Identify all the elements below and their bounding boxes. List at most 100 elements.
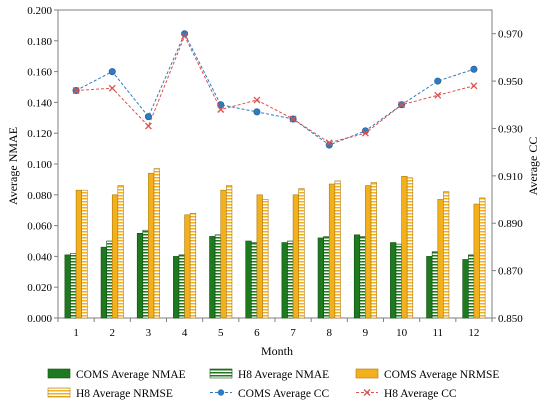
- y-tick-label: 0.160: [27, 67, 52, 79]
- x-tick-label: 9: [363, 327, 369, 339]
- bar: [468, 254, 475, 319]
- line-point: [217, 101, 225, 109]
- marker-stroke: [325, 139, 333, 147]
- line-point: [470, 65, 478, 73]
- marker-stroke: [434, 91, 442, 99]
- y-tick-label: 0.000: [27, 313, 52, 325]
- bar: [462, 259, 469, 319]
- line-point: [470, 82, 478, 90]
- bar: [178, 254, 185, 319]
- marker-stroke: [108, 84, 116, 92]
- bar: [473, 203, 480, 319]
- line-point: [253, 96, 261, 104]
- bar: [148, 172, 155, 319]
- y-axis-title: Average NMAE: [6, 127, 20, 205]
- x-tick-label: 7: [290, 327, 296, 339]
- marker-stroke: [289, 115, 297, 123]
- x-tick-label: 10: [396, 327, 408, 339]
- marker-stroke: [470, 82, 478, 90]
- y2-tick-label: 0.950: [498, 76, 523, 88]
- y-tick-label: 0.120: [27, 128, 52, 140]
- line-point: [434, 91, 442, 99]
- y-tick-label: 0.180: [27, 36, 52, 48]
- legend-swatch: [47, 368, 71, 379]
- legend-label: COMS Average NMAE: [76, 369, 186, 381]
- y-tick-label: 0.040: [27, 251, 52, 263]
- bar: [323, 236, 330, 319]
- y2-tick-label: 0.870: [498, 266, 523, 278]
- bar: [370, 182, 377, 319]
- bar: [117, 185, 124, 319]
- x-tick-label: 8: [327, 327, 333, 339]
- marker-stroke: [398, 101, 406, 109]
- bar: [479, 197, 486, 319]
- bar: [111, 194, 119, 319]
- line-point: [253, 108, 261, 116]
- x-axis-title: Month: [261, 344, 293, 358]
- bar: [251, 242, 258, 319]
- bar: [256, 194, 263, 319]
- y-tick-label: 0.100: [27, 159, 52, 171]
- bar: [292, 194, 299, 319]
- bar: [81, 189, 88, 319]
- bar: [426, 256, 433, 319]
- marker-stroke: [72, 87, 80, 95]
- x-tick-label: 6: [254, 327, 260, 339]
- line-point: [144, 122, 152, 130]
- line-point: [217, 106, 225, 113]
- bar: [142, 229, 149, 319]
- legend-swatch: [47, 387, 71, 398]
- legend-label: COMS Average NRMSE: [384, 369, 499, 381]
- bar: [64, 254, 71, 319]
- x-tick-label: 11: [432, 327, 443, 339]
- x-tick-label: 1: [73, 327, 79, 339]
- plot-area: 0.000 0.020 0.040 0.060 0.080 0.100 0.120 0.140…: [27, 5, 523, 339]
- x-tick-label: 4: [182, 327, 188, 339]
- legend-label: H8 Average NMAE: [238, 369, 329, 381]
- line-point: [398, 101, 406, 109]
- legend-label: H8 Average NRMSE: [76, 388, 173, 400]
- y2-axis-title: Average CC: [526, 137, 540, 196]
- line-point: [72, 87, 80, 95]
- bar: [245, 240, 252, 319]
- x-tick-label: 12: [468, 327, 479, 339]
- legend-marker: [217, 389, 225, 396]
- legend-swatch: [355, 368, 379, 379]
- bar: [298, 188, 305, 319]
- line-point: [108, 68, 116, 76]
- bar: [334, 180, 341, 319]
- bar: [359, 236, 366, 319]
- line-point: [289, 115, 297, 123]
- bar: [100, 246, 107, 319]
- x-tick-label: 2: [110, 327, 116, 339]
- bar: [443, 191, 450, 319]
- bar: [401, 176, 408, 319]
- legend-label: H8 Average CC: [384, 388, 457, 400]
- bar: [431, 251, 439, 319]
- legend: COMS Average NMAE H8 Average NMAE COMS Ave…: [47, 368, 499, 400]
- bar: [437, 199, 444, 319]
- bar: [390, 242, 397, 319]
- bar: [136, 233, 144, 319]
- y-tick-label: 0.080: [27, 190, 52, 202]
- bar: [153, 168, 160, 319]
- y2-tick-label: 0.910: [498, 171, 523, 183]
- bar: [328, 183, 336, 319]
- bar: [184, 214, 191, 319]
- y2-tick-label: 0.890: [498, 218, 523, 230]
- series-line: [75, 32, 475, 146]
- line-point: [108, 84, 116, 92]
- bar: [262, 199, 269, 319]
- line-point: [144, 113, 152, 121]
- y-tick-label: 0.020: [27, 282, 52, 294]
- bar: [353, 234, 361, 319]
- legend-label: COMS Average CC: [238, 388, 329, 400]
- bar: [220, 189, 227, 319]
- bar: [317, 237, 324, 319]
- x-tick-label: 3: [146, 327, 152, 339]
- bar: [173, 256, 180, 319]
- bar: [70, 253, 77, 319]
- marker-stroke: [181, 32, 189, 40]
- bar: [406, 177, 414, 319]
